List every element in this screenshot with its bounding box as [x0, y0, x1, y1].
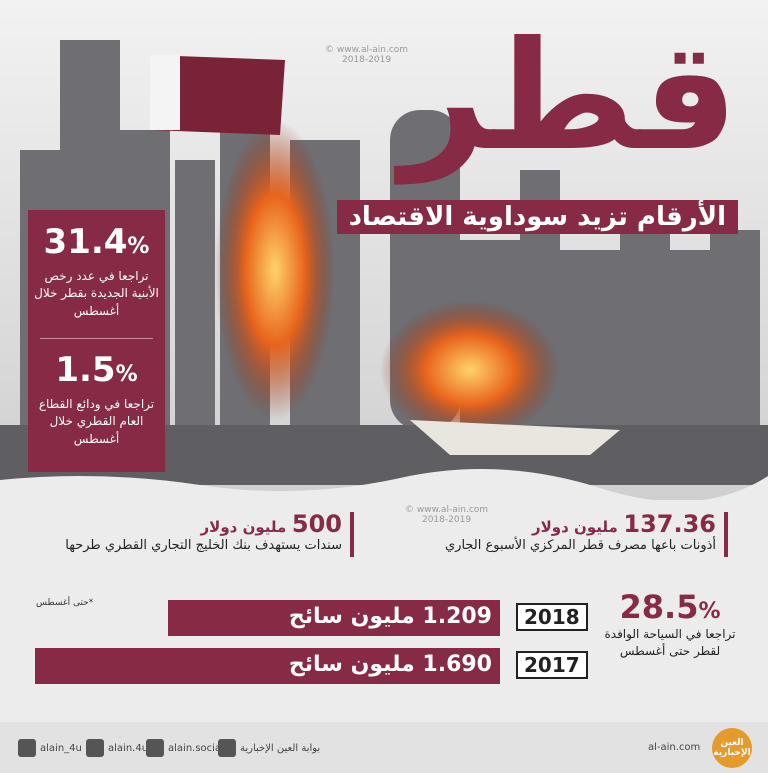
logo: العين الإخبارية: [712, 728, 752, 768]
divider: [40, 338, 153, 339]
stats-box: 31.4% تراجعا في عدد رخص الأبنية الجديدة …: [28, 210, 165, 472]
watermark: © www.al-ain.com 2018-2019: [405, 505, 489, 526]
stat-description: أذونات باعها مصرف قطر المركزي الأسبوع ال…: [444, 538, 716, 553]
bar-label: 1.690 مليون سائح: [289, 652, 492, 677]
bar-unit: مليون سائح: [288, 604, 415, 629]
bar-value: 1.690: [422, 652, 492, 677]
website[interactable]: al-ain.com: [648, 742, 700, 753]
instagram-handle[interactable]: alain.4u: [108, 742, 149, 754]
stat-unit: مليون دولار: [200, 518, 287, 536]
stat: 28.5% تراجعا في السياحة الوافدة لقطر حتى…: [600, 588, 740, 661]
watermark-years: 2018-2019: [421, 514, 472, 525]
footnote: *حتى أغسطس: [36, 598, 94, 608]
stat-value: 31.4%: [28, 222, 165, 262]
stat-description: تراجعا في عدد رخص الأبنية الجديدة بقطر خ…: [34, 269, 159, 318]
title: قطر: [400, 10, 742, 184]
bar-unit: مليون سائح: [288, 652, 415, 677]
bar-label: 1.209 مليون سائح: [289, 604, 492, 629]
visitors-bar: [35, 648, 500, 684]
watermark-site: © www.al-ain.com: [325, 45, 409, 55]
bar-value: 1.209: [422, 604, 492, 629]
stat-description: سندات يستهدف بنك الخليج التجاري القطري ط…: [65, 538, 342, 553]
accent-bar: [724, 512, 728, 557]
visitors-bar: [167, 600, 500, 636]
watermark: © www.al-ain.com 2018-2019: [325, 45, 409, 66]
stat-unit: %: [127, 234, 150, 259]
social-link[interactable]: alain.4u: [86, 739, 148, 757]
facebook-handle[interactable]: alain.social: [168, 742, 224, 754]
year-label: 2018: [516, 603, 588, 631]
stat-unit: مليون دولار: [532, 518, 618, 536]
website-url[interactable]: al-ain.com: [648, 742, 701, 753]
social-link[interactable]: alain_4u: [18, 739, 82, 757]
social-link[interactable]: alain.social: [146, 739, 224, 757]
stat-unit: %: [698, 599, 721, 624]
youtube-channel[interactable]: بوابة العين الإخبارية: [240, 742, 321, 754]
subtitle: الأرقام تزيد سوداوية الاقتصاد: [336, 200, 738, 234]
stat-number: 137.36: [623, 510, 716, 538]
stat: 500 مليون دولار سندات يستهدف بنك الخليج …: [12, 510, 342, 553]
year-label: 2017: [516, 651, 588, 679]
stat-description: تراجعا في ودائع القطاع العام القطري خلال…: [38, 397, 155, 446]
stat-number: 28.5: [619, 588, 699, 626]
stat-value: 1.5%: [28, 350, 165, 390]
accent-bar: [350, 512, 354, 557]
social-link[interactable]: بوابة العين الإخبارية: [218, 739, 320, 757]
stat-number: 31.4: [43, 222, 128, 262]
stat-number: 1.5: [55, 350, 116, 390]
stat-unit: %: [115, 362, 138, 387]
watermark-site: © www.al-ain.com: [405, 505, 489, 515]
stat: 137.36 مليون دولار أذونات باعها مصرف قطر…: [376, 510, 716, 553]
twitter-handle[interactable]: alain_4u: [40, 742, 82, 754]
stat-description: تراجعا في السياحة الوافدة لقطر حتى أغسطس: [604, 627, 736, 659]
background-photo: [0, 0, 768, 500]
footer: alain_4u alain.4u alain.social بوابة الع…: [0, 722, 768, 773]
stat-number: 500: [291, 510, 342, 538]
watermark-years: 2018-2019: [341, 54, 392, 65]
